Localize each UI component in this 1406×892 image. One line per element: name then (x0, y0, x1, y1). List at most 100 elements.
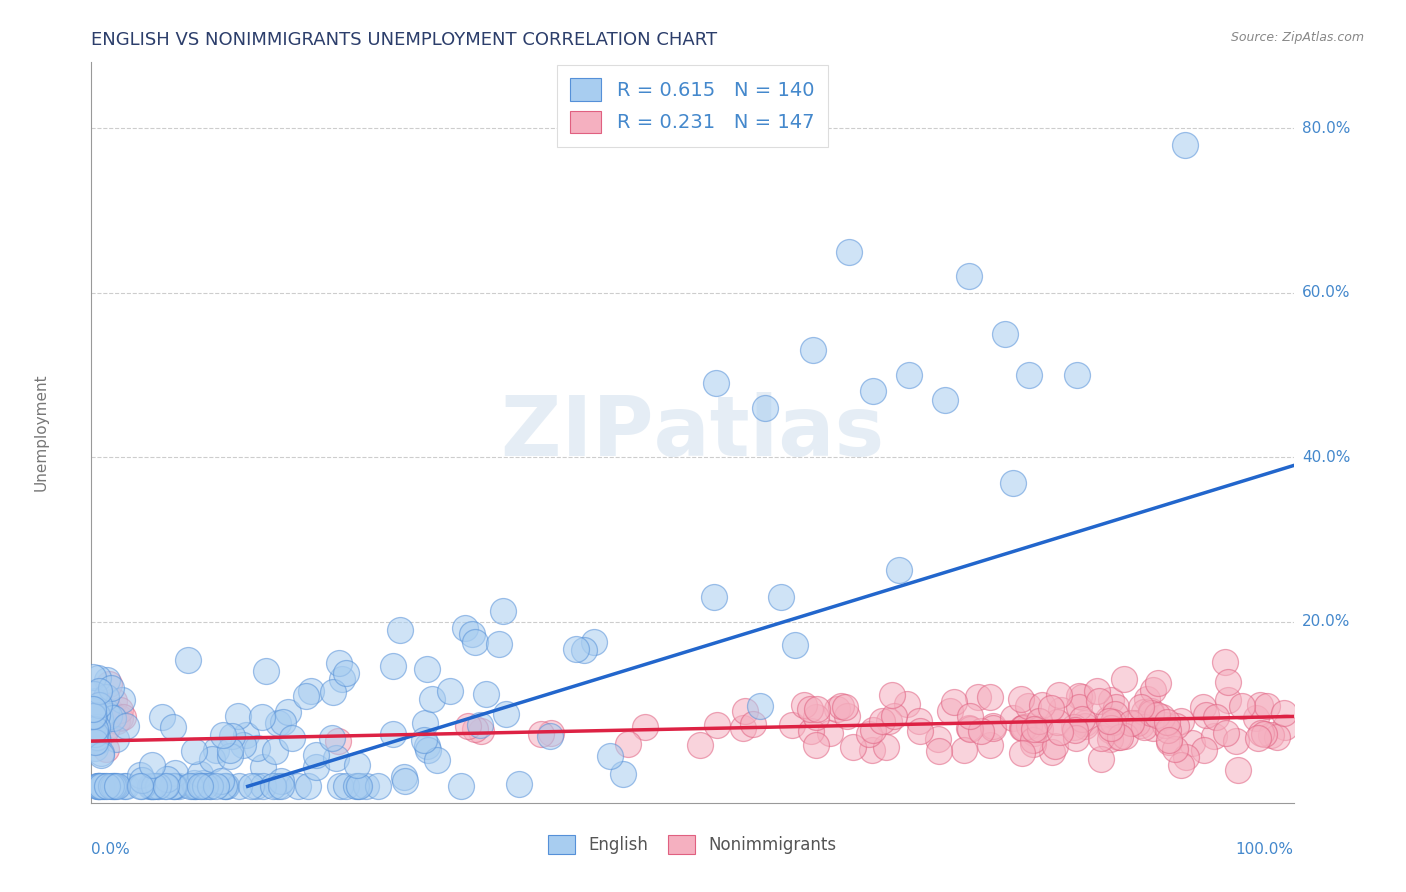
Point (84, 731, 107, 745)
Point (90, 716, 112, 731)
Point (94, 690, 117, 705)
Point (215, 780, 238, 794)
Point (87, 671, 110, 685)
Point (1133, 705, 1156, 719)
Point (1011, 721, 1033, 735)
Point (96, 707, 118, 722)
Point (1140, 706, 1163, 721)
Point (87, 780, 110, 794)
Point (188, 780, 211, 794)
Point (928, 744, 950, 758)
Point (87, 715, 110, 730)
Point (83, 716, 105, 731)
Point (508, 777, 530, 791)
Text: ENGLISH VS NONIMMIGRANTS UNEMPLOYMENT CORRELATION CHART: ENGLISH VS NONIMMIGRANTS UNEMPLOYMENT CO… (91, 31, 717, 49)
Point (150, 710, 173, 724)
Point (209, 774, 232, 789)
Point (90, 715, 112, 730)
Point (305, 748, 328, 763)
Point (86, 731, 108, 745)
Point (1022, 738, 1045, 752)
Point (1150, 709, 1173, 723)
Point (89, 707, 111, 722)
Point (495, 706, 517, 721)
Point (228, 780, 250, 794)
Point (200, 780, 222, 794)
Point (908, 714, 931, 728)
Point (1088, 693, 1111, 707)
Point (1130, 699, 1153, 714)
Point (1097, 713, 1119, 727)
Point (703, 590, 725, 604)
Point (141, 757, 163, 772)
Text: ZIP​atlas: ZIP​atlas (501, 392, 884, 473)
Point (163, 766, 186, 780)
Point (1071, 712, 1094, 726)
Point (103, 694, 125, 708)
Point (1099, 693, 1122, 707)
Point (1011, 746, 1033, 760)
Point (83, 741, 105, 756)
Point (328, 656, 350, 670)
Point (128, 780, 150, 794)
Point (538, 729, 561, 743)
Point (89, 711, 111, 725)
Point (82, 704, 104, 718)
Point (226, 708, 249, 723)
Point (82, 702, 104, 716)
Point (413, 732, 436, 747)
Point (877, 714, 900, 729)
Point (86, 708, 108, 723)
Point (818, 726, 841, 740)
Point (1136, 692, 1159, 706)
Point (367, 780, 389, 794)
Point (86, 780, 108, 794)
Point (104, 780, 127, 794)
Point (153, 780, 176, 794)
Point (347, 780, 370, 794)
Point (214, 780, 236, 794)
Point (131, 773, 153, 788)
Point (263, 744, 285, 758)
Point (464, 723, 486, 737)
Point (800, 723, 823, 738)
Point (232, 738, 254, 752)
Point (979, 690, 1001, 704)
Point (96, 673, 118, 687)
Point (163, 780, 186, 794)
Point (582, 635, 605, 649)
Point (468, 718, 491, 732)
Point (416, 743, 439, 757)
Point (80, 722, 103, 736)
Point (111, 710, 134, 724)
Point (194, 780, 217, 794)
Point (90, 780, 112, 794)
Point (1067, 689, 1090, 703)
Point (100, 681, 122, 695)
Point (1121, 715, 1143, 730)
Point (943, 694, 966, 708)
Point (82, 704, 104, 718)
Point (184, 780, 207, 794)
Point (1247, 731, 1270, 745)
Point (84, 735, 107, 749)
Point (1010, 691, 1032, 706)
Point (733, 722, 755, 736)
Point (266, 780, 288, 794)
Point (90, 747, 112, 762)
Point (287, 780, 309, 794)
Point (979, 738, 1001, 752)
Point (294, 689, 316, 703)
Point (834, 699, 856, 714)
Text: 40.0%: 40.0% (1302, 450, 1350, 465)
Point (94, 723, 117, 737)
Point (107, 714, 129, 728)
Point (426, 753, 449, 767)
Point (87, 698, 110, 713)
Point (461, 627, 484, 641)
Point (540, 725, 562, 739)
Point (191, 780, 214, 794)
Point (780, 718, 803, 732)
Point (266, 715, 288, 730)
Point (572, 642, 595, 657)
